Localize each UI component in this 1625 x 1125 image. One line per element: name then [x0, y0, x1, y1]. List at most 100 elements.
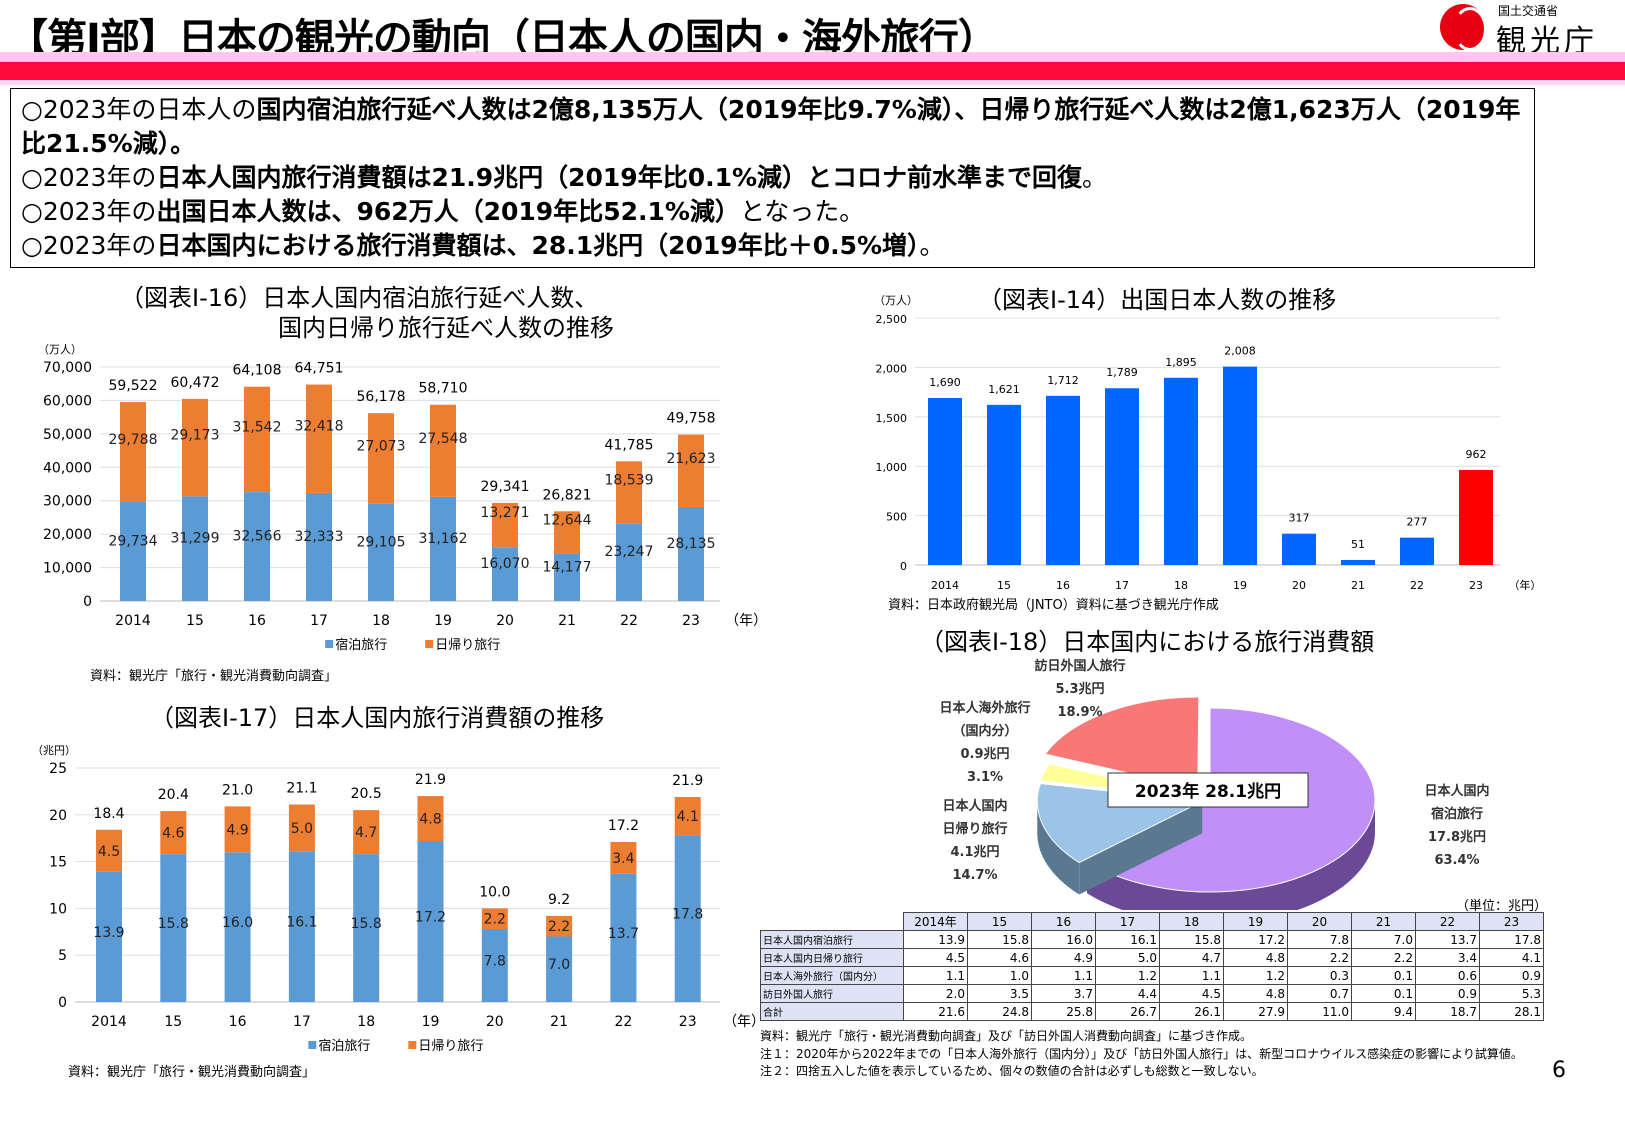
- pie-label: 3.1%: [967, 770, 1003, 785]
- total-label: 21.9: [672, 773, 703, 789]
- data-label: 31,162: [419, 531, 468, 547]
- data-label: 31,299: [171, 531, 220, 547]
- table-cell: 4.4: [1095, 984, 1160, 1003]
- data-label: 18,539: [605, 472, 654, 488]
- bar-segment: [120, 501, 146, 601]
- bar-segment: [674, 835, 701, 1002]
- y-tick-label: 20: [49, 808, 67, 824]
- pie-label: 日本人海外旅行: [939, 700, 1030, 716]
- table-cell: 4.8: [1223, 984, 1288, 1003]
- table-cell: 25.8: [1031, 1002, 1096, 1021]
- data-label: 32,333: [295, 529, 344, 545]
- y-tick-label: 0: [900, 560, 907, 573]
- x-tick-label: 17: [310, 613, 328, 629]
- bar-segment: [288, 851, 315, 1002]
- pie-label: 宿泊旅行: [1431, 806, 1483, 822]
- y-tick-label: 30,000: [43, 494, 92, 510]
- bar-segment: [674, 797, 701, 836]
- data-label: 7.8: [484, 953, 506, 969]
- table-header-row: 2014年 15 16 17 18 19 20 21 22 23: [760, 912, 1544, 931]
- table-cell: 3.5: [967, 984, 1032, 1003]
- bar-segment: [368, 503, 394, 601]
- data-label: 15.8: [158, 916, 189, 932]
- pie-label: 17.8兆円: [1428, 829, 1486, 845]
- x-tick-label: 2014: [931, 579, 959, 590]
- table-cell: 16.0: [1031, 930, 1096, 949]
- data-label: 13.9: [93, 925, 124, 941]
- bar-segment: [244, 492, 270, 601]
- legend-label: 宿泊旅行: [318, 1038, 370, 1054]
- y-tick-label: 60,000: [43, 393, 92, 409]
- column-header: 19: [1223, 912, 1288, 931]
- x-tick-label: 18: [357, 1014, 375, 1030]
- data-label: 29,734: [109, 533, 158, 549]
- data-label: 4.6: [162, 826, 184, 842]
- bar: [1046, 395, 1080, 565]
- data-label: 4.7: [355, 825, 377, 841]
- x-tick-label: 23: [679, 1014, 697, 1030]
- data-label: 277: [1407, 516, 1428, 529]
- total-label: 59,522: [109, 378, 158, 394]
- bar: [1164, 377, 1198, 565]
- data-label: 29,105: [357, 534, 406, 550]
- pie-label: 日帰り旅行: [942, 821, 1007, 837]
- table-cell: 17.8: [1479, 930, 1544, 949]
- chart-title: 国内日帰り旅行延べ人数の推移: [278, 314, 614, 342]
- bar-segment: [306, 384, 332, 493]
- table-cell: 16.1: [1095, 930, 1160, 949]
- pie-label: 日本人国内: [1424, 783, 1489, 799]
- x-unit-label: （年）: [723, 1014, 760, 1030]
- data-label: 16.0: [222, 915, 253, 931]
- x-tick-label: 16: [1056, 579, 1070, 590]
- y-tick-label: 40,000: [43, 460, 92, 476]
- y-tick-label: 1,000: [876, 461, 908, 474]
- pie-slice: [1044, 696, 1200, 790]
- bar-segment: [492, 502, 518, 548]
- table-row: 日本人海外旅行（国内分） 1.1 1.0 1.1 1.2 1.1 1.2 0.3 0.1 0.6 0…: [760, 966, 1544, 985]
- table-row: 合計 21.6 24.8 25.8 26.7 26.1 27.9 11.0 9.4 18.7 28.…: [760, 1002, 1544, 1021]
- data-label: 2.2: [548, 919, 570, 935]
- data-label: 4.9: [226, 822, 248, 838]
- bar: [1341, 559, 1375, 565]
- total-label: 41,785: [605, 437, 654, 453]
- y-tick-label: 1,500: [876, 412, 908, 425]
- bar-segment: [546, 936, 573, 1002]
- x-tick-label: 2014: [91, 1014, 127, 1030]
- data-label: 32,566: [233, 529, 282, 545]
- x-tick-label: 18: [1174, 579, 1188, 590]
- table-cell: 4.7: [1159, 948, 1224, 967]
- legend-swatch: [308, 1041, 317, 1049]
- table-cell: 1.1: [1159, 966, 1224, 985]
- data-label: 1,895: [1165, 356, 1197, 369]
- logo-ministry: 国土交通省: [1498, 4, 1559, 18]
- table-cell: 4.8: [1223, 948, 1288, 967]
- table-cell: 18.7: [1415, 1002, 1480, 1021]
- data-label: 27,073: [357, 438, 406, 454]
- bar-segment: [678, 506, 704, 601]
- bar: [1223, 366, 1257, 565]
- note: 注１：2020年から2022年までの「日本人海外旅行（国内分）」及び「訪日外国人…: [760, 1047, 1523, 1061]
- data-label: 29,173: [171, 428, 220, 444]
- pie-label: 18.9%: [1057, 705, 1102, 720]
- bar-segment: [182, 398, 208, 497]
- x-tick-label: 19: [434, 613, 452, 629]
- table-cell: 4.5: [1159, 984, 1224, 1003]
- bar-segment: [554, 553, 580, 601]
- chart-i17: 0 5 10 15 20 25 （兆円） 2014 13.9 4.5 18.4 15 15.8 4.6 20…: [32, 744, 760, 1054]
- total-label: 21.9: [415, 772, 446, 788]
- total-label: 58,710: [419, 381, 468, 397]
- summary-line: ○2023年の出国日本人数は、962万人（2019年比52.1%減）となった。: [21, 197, 865, 226]
- data-label: 1,690: [929, 376, 961, 389]
- legend-label: 宿泊旅行: [335, 637, 387, 653]
- legend-swatch: [425, 640, 434, 648]
- bar-segment: [288, 804, 315, 852]
- data-label: 4.1: [677, 809, 699, 825]
- data-label: 15.8: [351, 916, 382, 932]
- table-cell: 15.8: [967, 930, 1032, 949]
- bar: [1400, 537, 1434, 565]
- y-unit-label: （兆円）: [32, 744, 76, 757]
- data-label: 21,623: [667, 451, 716, 467]
- chart-source: 資料：観光庁「旅行・観光消費動向調査」: [90, 669, 338, 684]
- table-cell: 11.0: [1287, 1002, 1352, 1021]
- table-cell: 1.1: [903, 966, 968, 985]
